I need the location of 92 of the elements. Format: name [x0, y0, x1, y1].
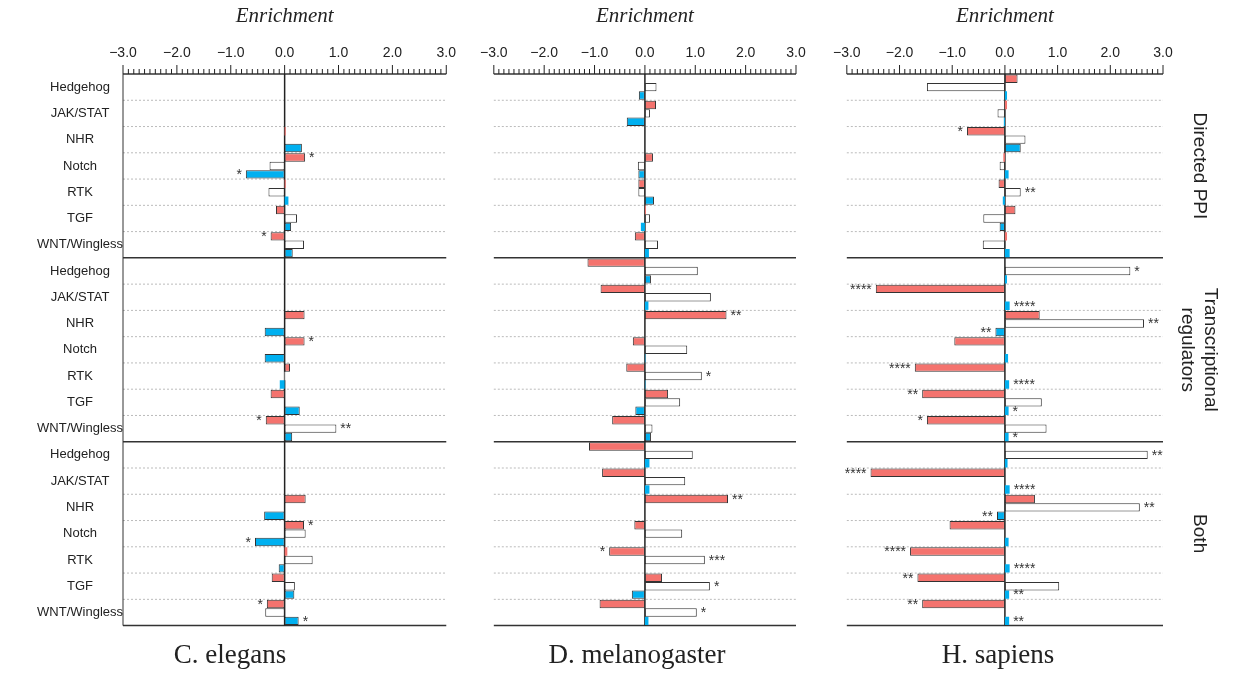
- data-label: **: [902, 569, 914, 586]
- data-label: **: [980, 323, 992, 340]
- data-label: ****: [844, 464, 868, 481]
- data-label: ****: [1013, 376, 1036, 393]
- data-label: *: [599, 543, 606, 560]
- data-label: ****: [1013, 297, 1036, 314]
- x-tick-label: 2.0: [382, 44, 403, 61]
- data-label: *: [236, 166, 243, 183]
- data-label: ****: [884, 543, 907, 560]
- data-label: **: [730, 306, 742, 323]
- x-tick-label: −2.0: [885, 44, 914, 61]
- y-tick-label: Notch: [63, 525, 98, 541]
- data-label: *: [245, 533, 252, 550]
- x-axis-title: Enrichment: [234, 3, 335, 28]
- data-label: *: [957, 123, 964, 140]
- data-label: **: [1024, 184, 1037, 201]
- data-label: ****: [889, 359, 912, 376]
- data-label: *: [257, 595, 264, 612]
- data-label: *: [917, 412, 924, 429]
- y-tick-label: WNT/Wingless: [37, 236, 124, 252]
- data-label: *: [261, 228, 268, 245]
- x-axis-title: Enrichment: [594, 3, 696, 28]
- x-tick-label: 1.0: [328, 44, 349, 61]
- text: Both: [1189, 514, 1211, 554]
- data-label: ****: [1013, 481, 1036, 498]
- y-tick-label: TGF: [67, 393, 94, 409]
- x-tick-label: 0.0: [274, 44, 295, 61]
- data-label: ****: [850, 280, 873, 297]
- data-label: *: [713, 578, 720, 595]
- data-label: **: [982, 507, 994, 524]
- text: C. elegans: [173, 638, 287, 669]
- data-label: ***: [708, 551, 726, 568]
- y-tick-label: Hedgehog: [50, 78, 111, 94]
- data-label: **: [1143, 499, 1156, 516]
- y-tick-label: RTK: [67, 551, 94, 567]
- data-label: *: [700, 604, 707, 621]
- y-tick-label: TGF: [67, 577, 94, 593]
- data-label: **: [732, 490, 744, 507]
- data-label: *: [308, 333, 315, 350]
- x-tick-label: 3.0: [436, 44, 457, 61]
- y-tick-label: Notch: [63, 157, 98, 173]
- data-label: *: [308, 517, 315, 534]
- x-tick-label: 2.0: [735, 44, 756, 61]
- text: Transcriptional regulators: [1178, 287, 1223, 412]
- x-axis-title: Enrichment: [954, 3, 1056, 28]
- y-tick-label: Notch: [63, 341, 98, 357]
- y-tick-label: JAK/STAT: [50, 104, 110, 120]
- data-label: *: [302, 612, 309, 629]
- data-label: *: [1012, 428, 1019, 445]
- y-tick-label: TGF: [67, 210, 94, 226]
- text: H. sapiens: [941, 638, 1055, 669]
- y-tick-label: WNT/Wingless: [37, 420, 124, 436]
- data-label: **: [1013, 586, 1025, 603]
- data-label: **: [907, 385, 919, 402]
- y-tick-label: NHR: [65, 498, 95, 514]
- x-tick-label: −1.0: [580, 44, 609, 61]
- y-tick-label: Hedgehog: [50, 446, 111, 462]
- x-tick-label: 1.0: [1047, 44, 1068, 61]
- y-tick-label: WNT/Wingless: [37, 604, 124, 620]
- y-tick-label: RTK: [67, 367, 94, 383]
- text: Directed PPI: [1189, 112, 1211, 220]
- y-tick-label: JAK/STAT: [50, 288, 110, 304]
- x-tick-label: −1.0: [216, 44, 245, 61]
- x-tick-label: 3.0: [786, 44, 806, 61]
- y-tick-label: NHR: [65, 315, 95, 331]
- x-tick-label: 0.0: [635, 44, 655, 61]
- data-label: *: [705, 367, 712, 384]
- data-label: *: [309, 149, 316, 166]
- y-tick-label: JAK/STAT: [50, 472, 110, 488]
- y-tick-label: NHR: [65, 131, 95, 147]
- data-label: ****: [1013, 560, 1036, 577]
- data-label: **: [340, 420, 352, 437]
- x-tick-label: 1.0: [685, 44, 706, 61]
- data-label: **: [1148, 315, 1160, 332]
- x-tick-label: −3.0: [109, 44, 138, 61]
- y-tick-label: RTK: [67, 183, 94, 199]
- x-tick-label: −2.0: [163, 44, 191, 61]
- data-label: **: [1151, 446, 1164, 463]
- data-label: **: [907, 595, 919, 612]
- data-label: **: [1013, 612, 1025, 629]
- text: D. melanogaster: [548, 638, 726, 669]
- x-tick-label: −1.0: [938, 44, 967, 61]
- x-tick-label: −3.0: [833, 44, 861, 61]
- data-label: *: [1012, 402, 1019, 419]
- x-tick-label: −2.0: [530, 44, 559, 61]
- x-tick-label: 2.0: [1100, 44, 1121, 61]
- x-tick-label: 0.0: [995, 44, 1015, 61]
- data-label: *: [256, 412, 263, 429]
- x-tick-label: 3.0: [1153, 44, 1173, 61]
- y-tick-label: Hedgehog: [50, 262, 111, 278]
- data-label: *: [1134, 262, 1141, 279]
- x-tick-label: −3.0: [480, 44, 508, 61]
